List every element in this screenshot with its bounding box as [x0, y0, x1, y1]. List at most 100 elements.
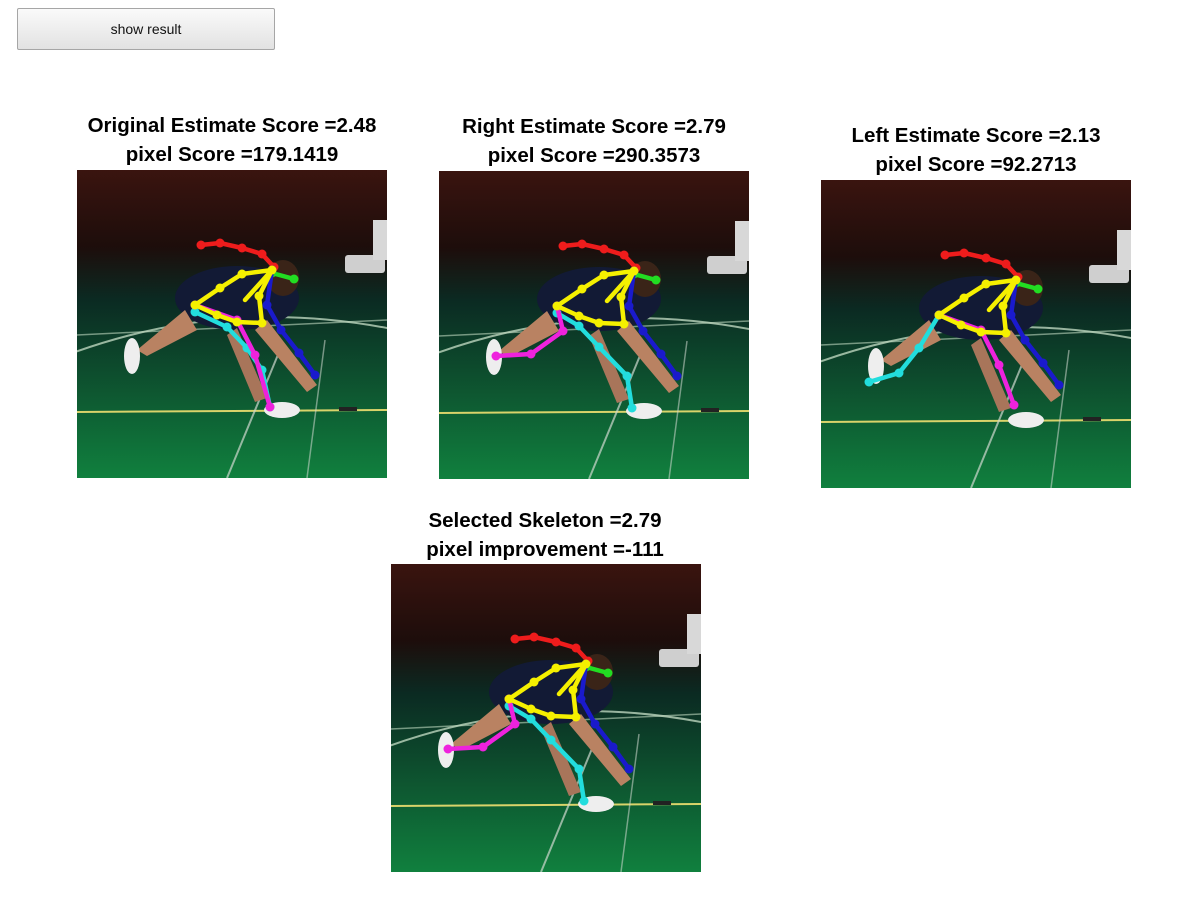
- original-estimate-title: Original Estimate Score =2.48 pixel Scor…: [70, 111, 394, 169]
- court-line: [668, 340, 688, 479]
- torso-joint: [976, 327, 986, 337]
- torso-limb: [556, 661, 589, 697]
- background-equipment: [1117, 230, 1131, 270]
- torso-joint: [551, 663, 561, 673]
- player-leg: [451, 704, 511, 750]
- racket-handle: [339, 407, 357, 411]
- neck-joint: [289, 274, 299, 284]
- left-arm-joint: [491, 351, 501, 361]
- court-line: [77, 409, 387, 413]
- torso-joint: [959, 293, 969, 303]
- scene-photo: [77, 170, 387, 478]
- right-arm-joint: [1006, 310, 1016, 320]
- head-joint: [571, 643, 581, 653]
- head-joint: [619, 250, 629, 260]
- torso-joint: [574, 311, 584, 321]
- right-arm-joint: [656, 349, 666, 359]
- left-estimate-image: [821, 180, 1131, 488]
- left-arm-limb: [445, 696, 518, 752]
- court-line: [306, 339, 326, 478]
- torso-joint: [619, 319, 629, 329]
- left-arm-joint: [265, 402, 275, 412]
- leg-joint: [579, 796, 589, 806]
- right-arm-joint: [262, 300, 272, 310]
- left-arm-joint: [994, 360, 1004, 370]
- leg-joint: [914, 343, 924, 353]
- leg-joint: [894, 368, 904, 378]
- left-arm-joint: [478, 742, 488, 752]
- torso-joint: [981, 279, 991, 289]
- player-leg: [881, 320, 941, 366]
- right-arm-joint: [672, 371, 682, 381]
- right-pixel-score: pixel Score =290.3573: [487, 144, 701, 167]
- right-arm-joint: [608, 742, 618, 752]
- player-shoe: [1008, 412, 1044, 428]
- leg-limb: [866, 312, 942, 385]
- right-estimate-score: Right Estimate Score =2.79: [462, 115, 726, 138]
- torso-joint: [616, 292, 626, 302]
- court-line: [439, 410, 749, 414]
- right-arm-joint: [276, 325, 286, 335]
- right-arm-joint: [590, 719, 600, 729]
- head-joint: [237, 243, 247, 253]
- show-result-button[interactable]: show result: [17, 8, 275, 50]
- head-joint: [551, 637, 561, 647]
- left-arm-joint: [443, 744, 453, 754]
- torso-joint: [215, 283, 225, 293]
- torso-joint: [552, 301, 562, 311]
- torso-joint: [998, 301, 1008, 311]
- head-joint: [599, 244, 609, 254]
- head-joint: [529, 632, 539, 642]
- left-arm-joint: [510, 719, 520, 729]
- background-equipment: [373, 220, 387, 260]
- court-line: [821, 419, 1131, 423]
- racket-handle: [701, 408, 719, 412]
- pixel-improvement: pixel improvement =-111: [426, 538, 664, 561]
- left-arm-joint: [1009, 400, 1019, 410]
- torso-joint: [257, 318, 267, 328]
- head-joint: [196, 240, 206, 250]
- torso-joint: [237, 269, 247, 279]
- leg-joint: [622, 371, 632, 381]
- scene-photo: [391, 564, 701, 872]
- leg-joint: [574, 321, 584, 331]
- torso-joint: [529, 677, 539, 687]
- right-arm-joint: [638, 326, 648, 336]
- player-shoe: [868, 348, 884, 384]
- head-joint: [959, 248, 969, 258]
- court-line: [970, 354, 1027, 488]
- left-pixel-score: pixel Score =92.2713: [875, 153, 1077, 176]
- right-arm-joint: [1054, 380, 1064, 390]
- torso-joint: [190, 300, 200, 310]
- torso-joint: [212, 310, 222, 320]
- left-arm-joint: [526, 349, 536, 359]
- torso-joint: [629, 266, 639, 276]
- head-joint: [981, 253, 991, 263]
- background-equipment: [687, 614, 701, 654]
- right-arm-joint: [576, 694, 586, 704]
- torso-joint: [526, 704, 536, 714]
- head-joint: [215, 238, 225, 248]
- right-arm-joint: [624, 301, 634, 311]
- head-joint: [257, 249, 267, 259]
- player-leg: [227, 328, 267, 402]
- right-arm-joint: [624, 764, 634, 774]
- right-arm-joint: [294, 348, 304, 358]
- torso-joint: [254, 291, 264, 301]
- selected-skeleton-score: Selected Skeleton =2.79: [428, 509, 662, 532]
- torso-limb: [242, 267, 275, 303]
- torso-joint: [568, 685, 578, 695]
- leg-joint: [526, 714, 536, 724]
- leg-joint: [594, 342, 604, 352]
- racket-handle: [653, 801, 671, 805]
- court-line: [588, 345, 645, 479]
- torso-joint: [232, 317, 242, 327]
- torso-limb: [986, 277, 1019, 313]
- torso-joint: [599, 270, 609, 280]
- head-joint: [577, 239, 587, 249]
- player-leg: [137, 310, 197, 356]
- torso-joint: [571, 712, 581, 722]
- neck-joint: [1033, 284, 1043, 294]
- original-estimate-score: Original Estimate Score =2.48: [87, 114, 377, 137]
- right-estimate-title: Right Estimate Score =2.79 pixel Score =…: [437, 112, 751, 170]
